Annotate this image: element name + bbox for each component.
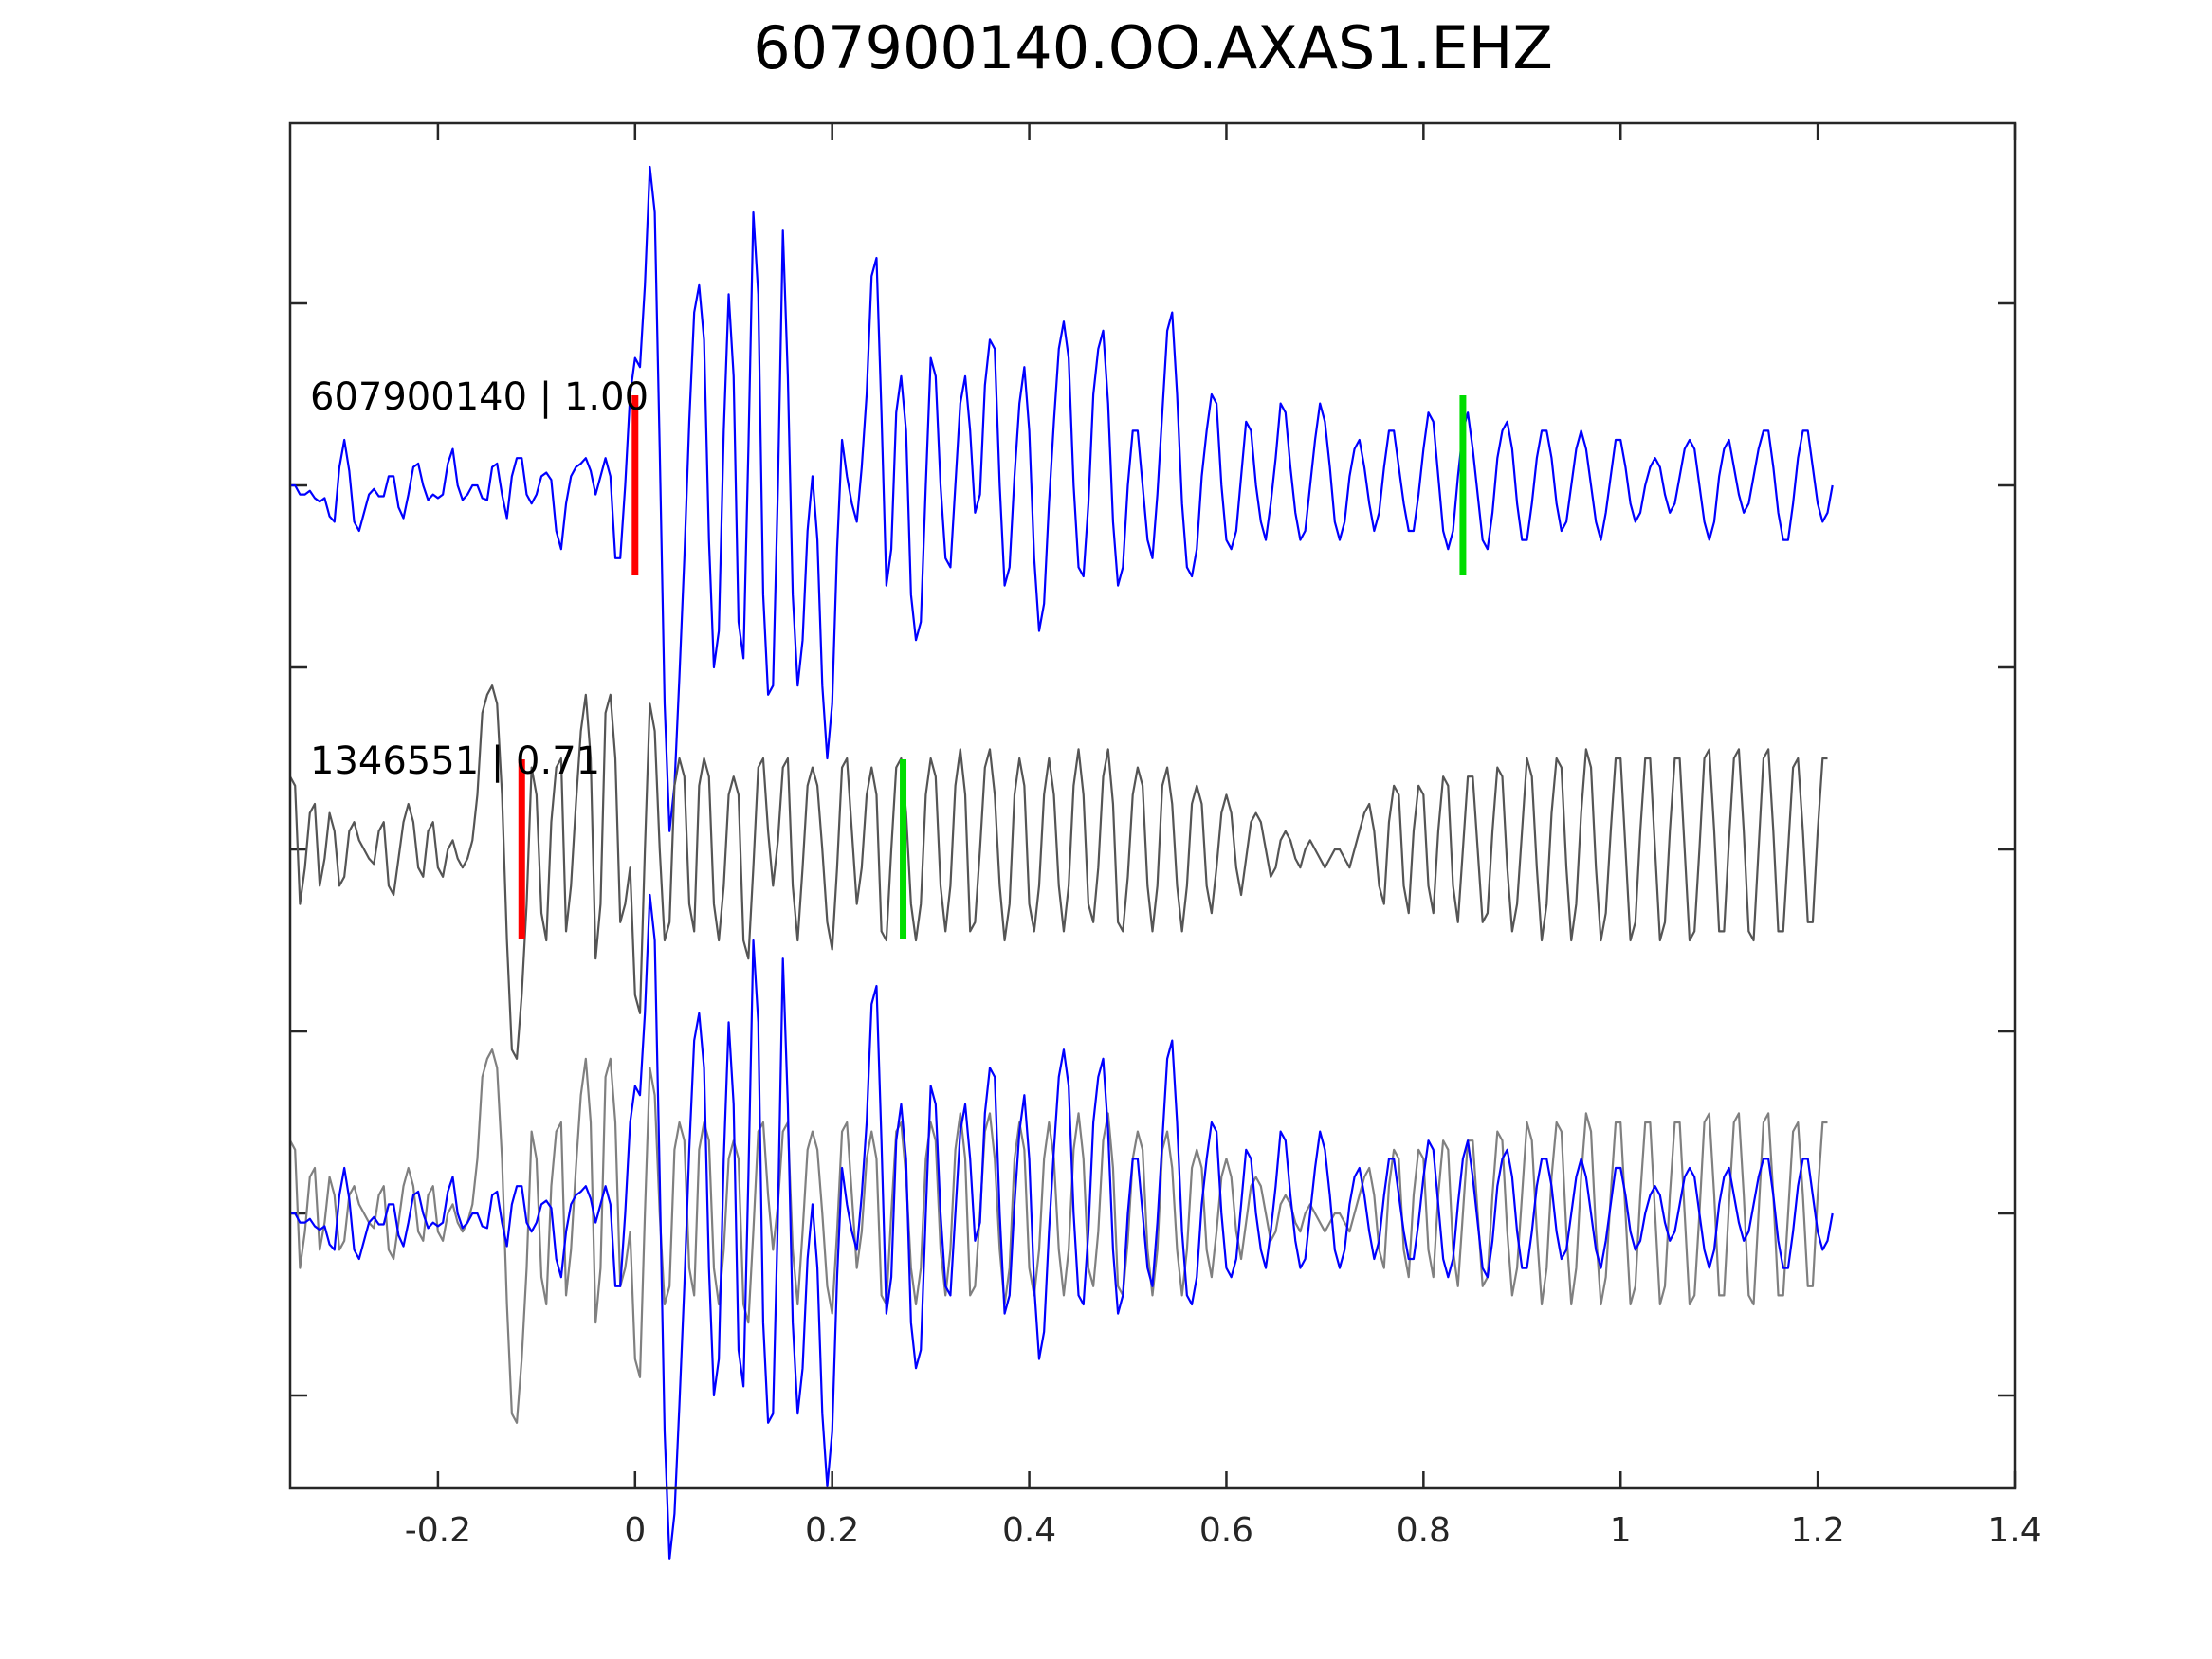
x-tick-label: 0.4 [1002,1511,1056,1550]
axes-frame [288,121,2017,1490]
waveform-traces [289,165,1834,1560]
trace-labels: 607900140 | 1.00 1346551 | 0.71 [310,375,649,783]
matched-overlay-waveform [289,1048,1828,1424]
reference-overlay-waveform [290,893,1834,1560]
x-tick-label: 0.8 [1397,1511,1451,1550]
trace-label: 607900140 | 1.00 [310,375,649,419]
pick-markers [518,395,1467,939]
x-tick-label: 1.2 [1790,1511,1844,1550]
matched-waveform [289,684,1828,1060]
axis-ticks: -0.2 0 0.2 0.4 0.6 0.8 1 1.2 1.4 [290,123,2042,1550]
x-tick-label: 0.6 [1199,1511,1253,1550]
x-tick-label: -0.2 [405,1511,471,1550]
x-tick-label: 1 [1610,1511,1632,1550]
chart-title: 607900140.OO.AXAS1.EHZ [753,13,1553,82]
x-tick-label: 0.2 [805,1511,859,1550]
trace-label: 1346551 | 0.71 [310,739,600,783]
reference-waveform [290,165,1834,832]
x-tick-label: 0 [624,1511,646,1550]
x-tick-label: 1.4 [1987,1511,2041,1550]
